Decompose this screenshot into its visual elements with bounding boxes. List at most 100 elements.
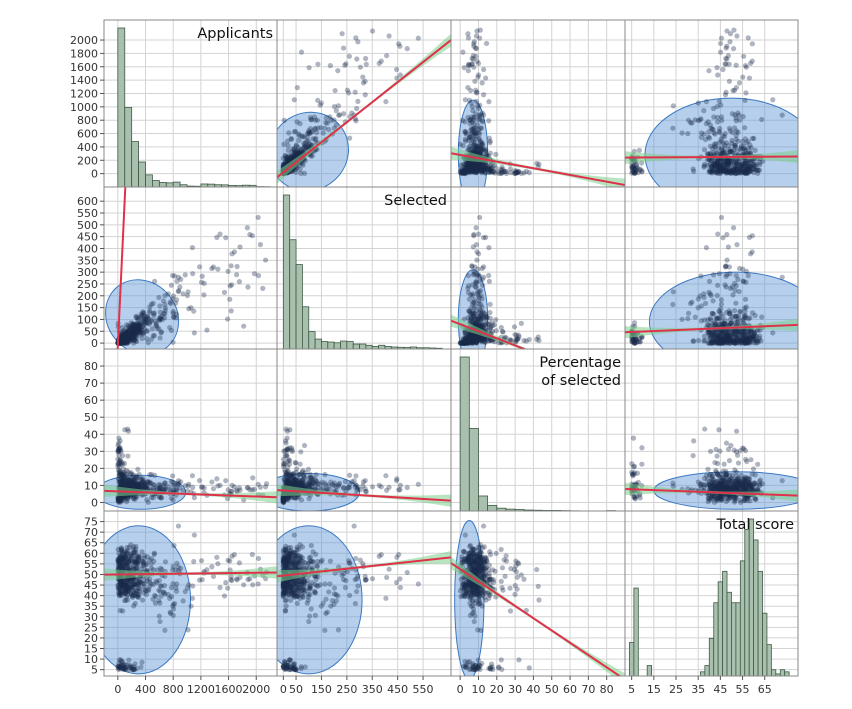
data-point [118,337,124,343]
data-point [755,167,761,173]
data-point [116,445,123,451]
data-point [476,310,482,316]
data-point [469,167,475,173]
data-point [471,333,477,340]
data-point [466,334,472,340]
data-point [468,334,474,340]
data-point [742,336,748,343]
data-point [727,168,733,174]
data-point [734,170,741,176]
histogram-bar [487,504,498,511]
data-point [463,340,469,346]
data-point [735,337,741,344]
data-point [745,329,751,335]
data-point [128,332,134,338]
data-point [280,495,286,501]
data-point [305,480,311,486]
data-point [469,319,475,326]
data-point [489,328,496,334]
data-point [697,117,703,123]
data-point [459,168,465,174]
data-point [721,320,728,326]
data-point [323,482,329,488]
data-point [467,164,474,171]
data-point [752,329,758,336]
data-point [718,481,724,488]
data-point [715,164,721,170]
data-point [474,169,480,175]
data-point [116,469,122,475]
gridlines [625,349,798,511]
data-point [513,169,519,176]
data-point [302,480,308,486]
data-point [466,338,472,345]
data-point [743,140,749,146]
data-point [723,468,729,474]
data-point [476,322,482,328]
data-point [315,480,321,487]
data-point [304,130,311,137]
data-point [469,335,476,342]
panel-applicants-vs-total-score [624,19,799,188]
data-point [726,161,732,167]
data-point [115,498,121,504]
data-point [738,340,744,346]
data-point [121,338,127,344]
data-point [136,315,142,321]
fit-line [625,155,798,159]
data-point [473,166,480,172]
data-point [119,472,125,478]
data-point [292,476,298,483]
data-point [478,337,484,343]
data-point [724,332,730,338]
data-point [467,336,473,342]
data-point [133,483,139,489]
data-point [711,143,717,149]
data-point [314,129,320,136]
data-point [719,483,725,489]
data-point [460,117,466,123]
data-point [474,170,480,176]
data-point [729,149,736,155]
data-point [723,337,730,344]
data-point [286,153,292,159]
data-point [724,257,730,263]
data-point [464,160,470,166]
data-point [469,55,475,62]
data-point [474,273,480,279]
data-point [717,129,723,136]
data-point [740,328,746,334]
data-point [156,317,162,324]
data-point [460,340,466,346]
data-point [723,474,729,480]
data-point [476,116,483,122]
data-point [283,159,289,165]
data-point [484,314,490,320]
data-point [728,170,734,176]
density-ellipse [105,279,180,349]
data-point [156,316,162,322]
data-point [190,271,196,277]
data-point [709,164,715,170]
data-point [126,478,132,484]
data-point [134,338,140,344]
data-point [725,159,732,166]
data-point [707,496,713,502]
data-point [474,316,480,322]
data-point [713,161,719,167]
data-point [474,336,481,343]
data-point [749,158,755,164]
data-point [709,158,715,164]
data-point [473,308,479,314]
data-point [189,473,196,479]
data-point [136,325,142,331]
data-point [298,497,305,503]
data-point [280,496,286,502]
data-point [173,311,180,317]
data-point [478,166,485,173]
data-point [717,340,723,346]
data-point [707,335,713,341]
data-point [727,128,733,134]
data-point [477,308,484,314]
data-point [469,339,475,345]
